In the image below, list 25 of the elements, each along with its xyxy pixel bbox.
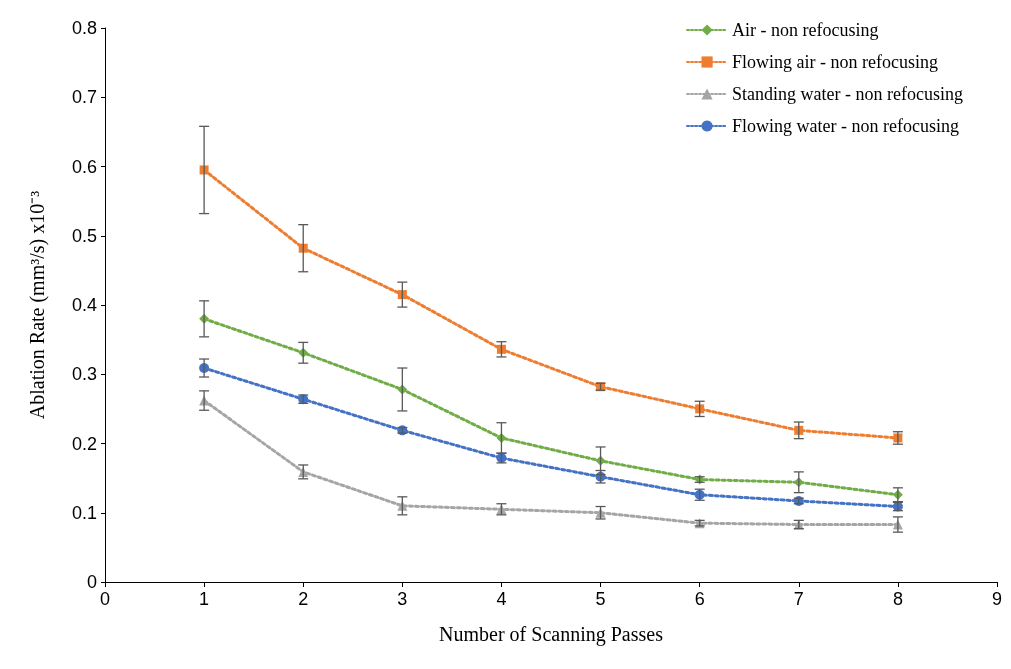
x-tick-label: 8 xyxy=(892,589,903,609)
y-tick-label: 0 xyxy=(86,572,97,592)
y-tick-label: 0.3 xyxy=(71,364,97,385)
x-tick-label: 9 xyxy=(991,589,1003,609)
y-tick-label: 0.7 xyxy=(71,87,97,108)
y-tick-label: 0.6 xyxy=(71,156,97,177)
y-tick-label: 0.8 xyxy=(71,18,97,38)
x-tick-label: 7 xyxy=(793,589,804,609)
legend-label: Flowing air - non refocusing xyxy=(732,52,939,72)
x-tick-label: 5 xyxy=(595,589,606,609)
x-tick-label: 6 xyxy=(694,589,705,609)
x-axis-title: Number of Scanning Passes xyxy=(439,623,664,646)
legend-label: Flowing water - non refocusing xyxy=(732,116,960,136)
y-tick-label: 0.4 xyxy=(71,295,97,315)
x-tick-label: 1 xyxy=(199,589,210,609)
legend-label: Standing water - non refocusing xyxy=(732,84,964,104)
x-tick-label: 4 xyxy=(496,589,507,609)
y-tick-label: 0.1 xyxy=(71,502,97,523)
legend-label: Air - non refocusing xyxy=(732,20,879,40)
x-tick-label: 0 xyxy=(99,589,111,609)
y-tick-label: 0.5 xyxy=(71,225,97,246)
x-tick-label: 3 xyxy=(397,589,408,609)
y-tick-label: 0.2 xyxy=(71,433,97,454)
y-axis-title: Ablation Rate (mm³/s) x10⁻³ xyxy=(26,190,49,420)
x-tick-label: 2 xyxy=(298,589,309,609)
